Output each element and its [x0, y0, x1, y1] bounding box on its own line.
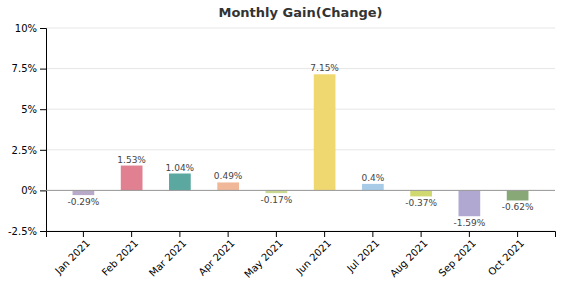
bar [73, 190, 95, 195]
x-tick-mark [179, 231, 180, 237]
y-tick: 10% [15, 23, 46, 34]
x-tick: Sep 2021 [436, 231, 477, 279]
x-tick-label: Sep 2021 [436, 237, 477, 278]
data-label: 0.4% [361, 173, 384, 183]
x-tick-mark [469, 231, 470, 237]
x-tick-label: Feb 2021 [100, 237, 141, 278]
data-label: 1.04% [166, 163, 195, 173]
bars [73, 74, 529, 216]
x-tick: Jan 2021 [52, 231, 92, 277]
y-tick-label: 10% [15, 23, 37, 34]
y-tick: 5% [21, 104, 46, 115]
y-tick-mark [40, 190, 46, 191]
bar [217, 182, 239, 190]
y-tick: 2.5% [12, 145, 46, 156]
x-tick-label: Mar 2021 [147, 237, 188, 278]
data-label: -0.62% [502, 202, 534, 212]
bar [507, 190, 529, 200]
bar [314, 74, 336, 190]
bar [410, 190, 432, 196]
x-tick-mark [276, 231, 277, 237]
y-tick-label: 5% [21, 104, 37, 115]
x-tick: Oct 2021 [486, 231, 526, 278]
y-tick: -2.5% [8, 226, 46, 237]
grid [46, 28, 555, 231]
x-tick-label: Jul 2021 [344, 237, 381, 274]
grid-line [46, 28, 555, 29]
x-tick: May 2021 [242, 231, 285, 280]
y-axis: -2.5% 0% 2.5% 5% 7.5% 10% [8, 23, 47, 237]
y-tick-label: 2.5% [12, 145, 37, 156]
y-tick: 0% [21, 185, 46, 196]
chart: -0.29% 1.53% 1.04% 0.49% -0.17% 7.15% 0.4% -0.3… [0, 0, 567, 283]
data-label: 1.53% [117, 155, 146, 165]
y-tick-mark [40, 28, 46, 29]
y-tick-label: 7.5% [12, 63, 37, 74]
x-tick: Apr 2021 [196, 231, 236, 278]
grid-line [46, 190, 555, 191]
grid-line [46, 149, 555, 150]
x-tick-mark [421, 231, 422, 237]
data-label: -0.17% [260, 195, 292, 205]
grid-line [46, 109, 555, 110]
x-tick-label: Oct 2021 [486, 237, 526, 277]
data-label: -0.37% [405, 198, 437, 208]
x-tick-label: Jan 2021 [52, 237, 92, 277]
x-tick: Jun 2021 [293, 231, 333, 277]
x-tick-mark [131, 231, 132, 237]
y-axis-line [40, 29, 47, 232]
x-tick-mark [83, 231, 84, 237]
x-tick-mark [517, 231, 518, 237]
x-tick-label: Aug 2021 [388, 237, 430, 279]
x-tick-mark [228, 231, 229, 237]
y-tick-mark [40, 231, 46, 232]
y-tick-mark [40, 150, 46, 151]
x-tick-label: May 2021 [242, 237, 285, 280]
data-label: -1.59% [453, 218, 485, 228]
x-tick-mark [324, 231, 325, 237]
y-tick-mark [40, 109, 46, 110]
x-tick-label: Apr 2021 [196, 237, 236, 277]
title: Monthly Gain(Change) [218, 5, 382, 20]
y-tick-label: 0% [21, 185, 37, 196]
x-tick: Feb 2021 [100, 231, 141, 278]
grid-line [46, 68, 555, 69]
x-axis: Jan 2021Feb 2021Mar 2021Apr 2021May 2021… [47, 231, 556, 280]
bar [362, 184, 384, 190]
x-tick: Aug 2021 [388, 231, 430, 279]
x-tick-mark [372, 231, 373, 237]
zero-line [46, 190, 555, 191]
data-label: 7.15% [310, 63, 339, 73]
data-labels: -0.29% 1.53% 1.04% 0.49% -0.17% 7.15% 0.4% -0.3… [67, 63, 534, 228]
data-label: -0.29% [67, 197, 99, 207]
x-tick: Mar 2021 [147, 231, 188, 279]
data-label: 0.49% [214, 171, 243, 181]
x-tick-label: Jun 2021 [293, 237, 333, 277]
y-tick: 7.5% [12, 63, 46, 74]
bar [121, 166, 143, 191]
x-axis-line [47, 232, 556, 238]
x-tick: Jul 2021 [344, 231, 381, 275]
bar [459, 190, 481, 216]
y-tick-mark [40, 69, 46, 70]
y-tick-label: -2.5% [8, 226, 37, 237]
bar [169, 174, 191, 191]
